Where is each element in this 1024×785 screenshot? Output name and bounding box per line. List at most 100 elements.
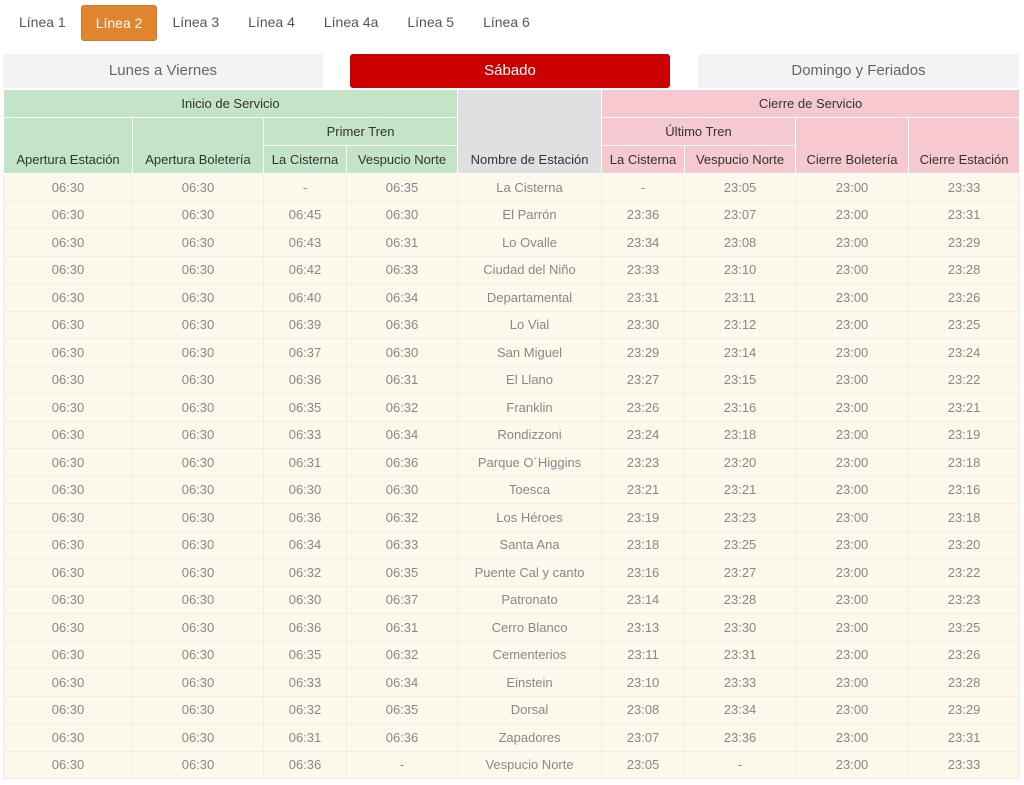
cell-station-name: El Parrón bbox=[457, 200, 603, 229]
cell-apertura-boleteria: 06:30 bbox=[132, 393, 264, 422]
cell-cierre-boleteria: 23:00 bbox=[795, 668, 910, 697]
tab-linea-4a[interactable]: Línea 4a bbox=[323, 14, 379, 30]
cell-ultimo-la-cisterna: 23:08 bbox=[601, 695, 686, 724]
tab-linea-6[interactable]: Línea 6 bbox=[483, 14, 530, 30]
cell-cierre-estacion: 23:26 bbox=[908, 640, 1021, 669]
tab-linea-3[interactable]: Línea 3 bbox=[172, 14, 220, 30]
cell-cierre-boleteria: 23:00 bbox=[795, 255, 910, 284]
cell-ultimo-la-cisterna: 23:29 bbox=[601, 338, 686, 367]
cell-ultimo-vespucio-norte: 23:11 bbox=[684, 283, 797, 312]
cell-primer-vespucio-norte: - bbox=[345, 750, 459, 779]
cell-apertura-estacion: 06:30 bbox=[3, 640, 133, 669]
cell-ultimo-vespucio-norte: 23:14 bbox=[684, 338, 797, 367]
cell-primer-la-cisterna: 06:33 bbox=[263, 420, 347, 449]
cell-cierre-estacion: 23:28 bbox=[908, 255, 1021, 284]
cell-apertura-boleteria: 06:30 bbox=[132, 750, 264, 779]
table-row: 06:30 06:30 06:39 06:36 Lo Vial 23:30 23:12 23:… bbox=[3, 310, 1021, 339]
tab-linea-2[interactable]: Línea 2 bbox=[80, 5, 158, 41]
cell-apertura-boleteria: 06:30 bbox=[132, 585, 264, 614]
cell-apertura-estacion: 06:30 bbox=[3, 283, 133, 312]
cell-cierre-estacion: 23:31 bbox=[908, 200, 1021, 229]
cell-apertura-estacion: 06:30 bbox=[3, 750, 133, 779]
cell-station-name: Dorsal bbox=[457, 695, 603, 724]
tab-linea-4[interactable]: Línea 4 bbox=[248, 14, 295, 30]
cell-primer-la-cisterna: - bbox=[263, 173, 347, 202]
header-inicio-de-servicio: Inicio de Servicio bbox=[2, 89, 459, 118]
cell-apertura-boleteria: 06:30 bbox=[132, 338, 264, 367]
cell-cierre-estacion: 23:16 bbox=[908, 475, 1021, 504]
cell-apertura-estacion: 06:30 bbox=[3, 448, 133, 477]
cell-apertura-estacion: 06:30 bbox=[3, 695, 133, 724]
cell-cierre-estacion: 23:19 bbox=[908, 420, 1021, 449]
cell-ultimo-la-cisterna: 23:10 bbox=[601, 668, 686, 697]
tab-linea-1[interactable]: Línea 1 bbox=[19, 14, 66, 30]
cell-ultimo-vespucio-norte: 23:16 bbox=[684, 393, 797, 422]
table-row: 06:30 06:30 06:34 06:33 Santa Ana 23:18 23:25 2… bbox=[3, 530, 1021, 559]
cell-station-name: Patronato bbox=[457, 585, 603, 614]
cell-primer-vespucio-norte: 06:35 bbox=[345, 695, 459, 724]
table-row: 06:30 06:30 06:33 06:34 Einstein 23:10 23:33 23… bbox=[3, 668, 1021, 697]
tab-domingo-y-feriados[interactable]: Domingo y Feriados bbox=[698, 54, 1019, 88]
cell-ultimo-la-cisterna: 23:13 bbox=[601, 613, 686, 642]
cell-primer-vespucio-norte: 06:36 bbox=[345, 448, 459, 477]
cell-primer-vespucio-norte: 06:33 bbox=[345, 255, 459, 284]
cell-ultimo-vespucio-norte: 23:28 bbox=[684, 585, 797, 614]
header-vespucio-norte-primer: Vespucio Norte bbox=[345, 145, 459, 174]
cell-cierre-estacion: 23:25 bbox=[908, 613, 1021, 642]
tab-sabado[interactable]: Sábado bbox=[350, 54, 670, 88]
cell-apertura-boleteria: 06:30 bbox=[132, 173, 264, 202]
cell-cierre-estacion: 23:23 bbox=[908, 585, 1021, 614]
cell-ultimo-vespucio-norte: 23:31 bbox=[684, 640, 797, 669]
cell-ultimo-vespucio-norte: 23:25 bbox=[684, 530, 797, 559]
cell-station-name: Zapadores bbox=[457, 723, 603, 752]
cell-ultimo-vespucio-norte: 23:30 bbox=[684, 613, 797, 642]
table-row: 06:30 06:30 06:32 06:35 Dorsal 23:08 23:34 23:0… bbox=[3, 695, 1021, 724]
cell-station-name: Parque O´Higgins bbox=[457, 448, 603, 477]
line-tabs: Línea 1 Línea 2 Línea 3 Línea 4 Línea 4a… bbox=[5, 5, 545, 41]
cell-cierre-boleteria: 23:00 bbox=[795, 613, 910, 642]
cell-ultimo-la-cisterna: 23:14 bbox=[601, 585, 686, 614]
cell-cierre-estacion: 23:20 bbox=[908, 530, 1021, 559]
cell-cierre-estacion: 23:28 bbox=[908, 668, 1021, 697]
cell-apertura-boleteria: 06:30 bbox=[132, 475, 264, 504]
cell-apertura-estacion: 06:30 bbox=[3, 530, 133, 559]
cell-station-name: Lo Ovalle bbox=[457, 228, 603, 257]
tab-linea-5[interactable]: Línea 5 bbox=[407, 14, 455, 30]
cell-primer-vespucio-norte: 06:32 bbox=[345, 640, 459, 669]
cell-ultimo-la-cisterna: 23:07 bbox=[601, 723, 686, 752]
cell-ultimo-vespucio-norte: 23:21 bbox=[684, 475, 797, 504]
cell-cierre-boleteria: 23:00 bbox=[795, 640, 910, 669]
cell-ultimo-vespucio-norte: 23:07 bbox=[684, 200, 797, 229]
cell-ultimo-la-cisterna: 23:33 bbox=[601, 255, 686, 284]
cell-apertura-boleteria: 06:30 bbox=[132, 640, 264, 669]
cell-cierre-estacion: 23:29 bbox=[908, 228, 1021, 257]
cell-primer-la-cisterna: 06:35 bbox=[263, 393, 347, 422]
cell-ultimo-la-cisterna: 23:27 bbox=[601, 365, 686, 394]
cell-primer-la-cisterna: 06:36 bbox=[263, 750, 347, 779]
cell-station-name: Lo Vial bbox=[457, 310, 603, 339]
cell-ultimo-la-cisterna: 23:23 bbox=[601, 448, 686, 477]
cell-apertura-estacion: 06:30 bbox=[3, 200, 133, 229]
cell-apertura-estacion: 06:30 bbox=[3, 228, 133, 257]
cell-primer-la-cisterna: 06:32 bbox=[263, 558, 347, 587]
cell-cierre-estacion: 23:18 bbox=[908, 448, 1021, 477]
cell-primer-la-cisterna: 06:39 bbox=[263, 310, 347, 339]
tab-lunes-a-viernes[interactable]: Lunes a Viernes bbox=[3, 54, 323, 88]
cell-primer-la-cisterna: 06:43 bbox=[263, 228, 347, 257]
cell-primer-vespucio-norte: 06:35 bbox=[345, 173, 459, 202]
cell-apertura-estacion: 06:30 bbox=[3, 475, 133, 504]
table-row: 06:30 06:30 06:33 06:34 Rondizzoni 23:24 23:18… bbox=[3, 420, 1021, 449]
header-apertura-boleteria: Apertura Boletería bbox=[132, 117, 264, 174]
cell-cierre-boleteria: 23:00 bbox=[795, 283, 910, 312]
table-row: 06:30 06:30-06:35 La Cisterna -23:05 23:00 23… bbox=[3, 173, 1021, 202]
cell-primer-vespucio-norte: 06:31 bbox=[345, 613, 459, 642]
cell-cierre-boleteria: 23:00 bbox=[795, 695, 910, 724]
table-row: 06:30 06:30 06:43 06:31 Lo Ovalle 23:34 23:08 2… bbox=[3, 228, 1021, 257]
cell-cierre-boleteria: 23:00 bbox=[795, 393, 910, 422]
cell-apertura-estacion: 06:30 bbox=[3, 338, 133, 367]
cell-primer-la-cisterna: 06:30 bbox=[263, 475, 347, 504]
table-row: 06:30 06:30 06:40 06:34 Departamental 23:31 23… bbox=[3, 283, 1021, 312]
cell-ultimo-la-cisterna: 23:11 bbox=[601, 640, 686, 669]
cell-apertura-estacion: 06:30 bbox=[3, 503, 133, 532]
cell-ultimo-la-cisterna: 23:34 bbox=[601, 228, 686, 257]
